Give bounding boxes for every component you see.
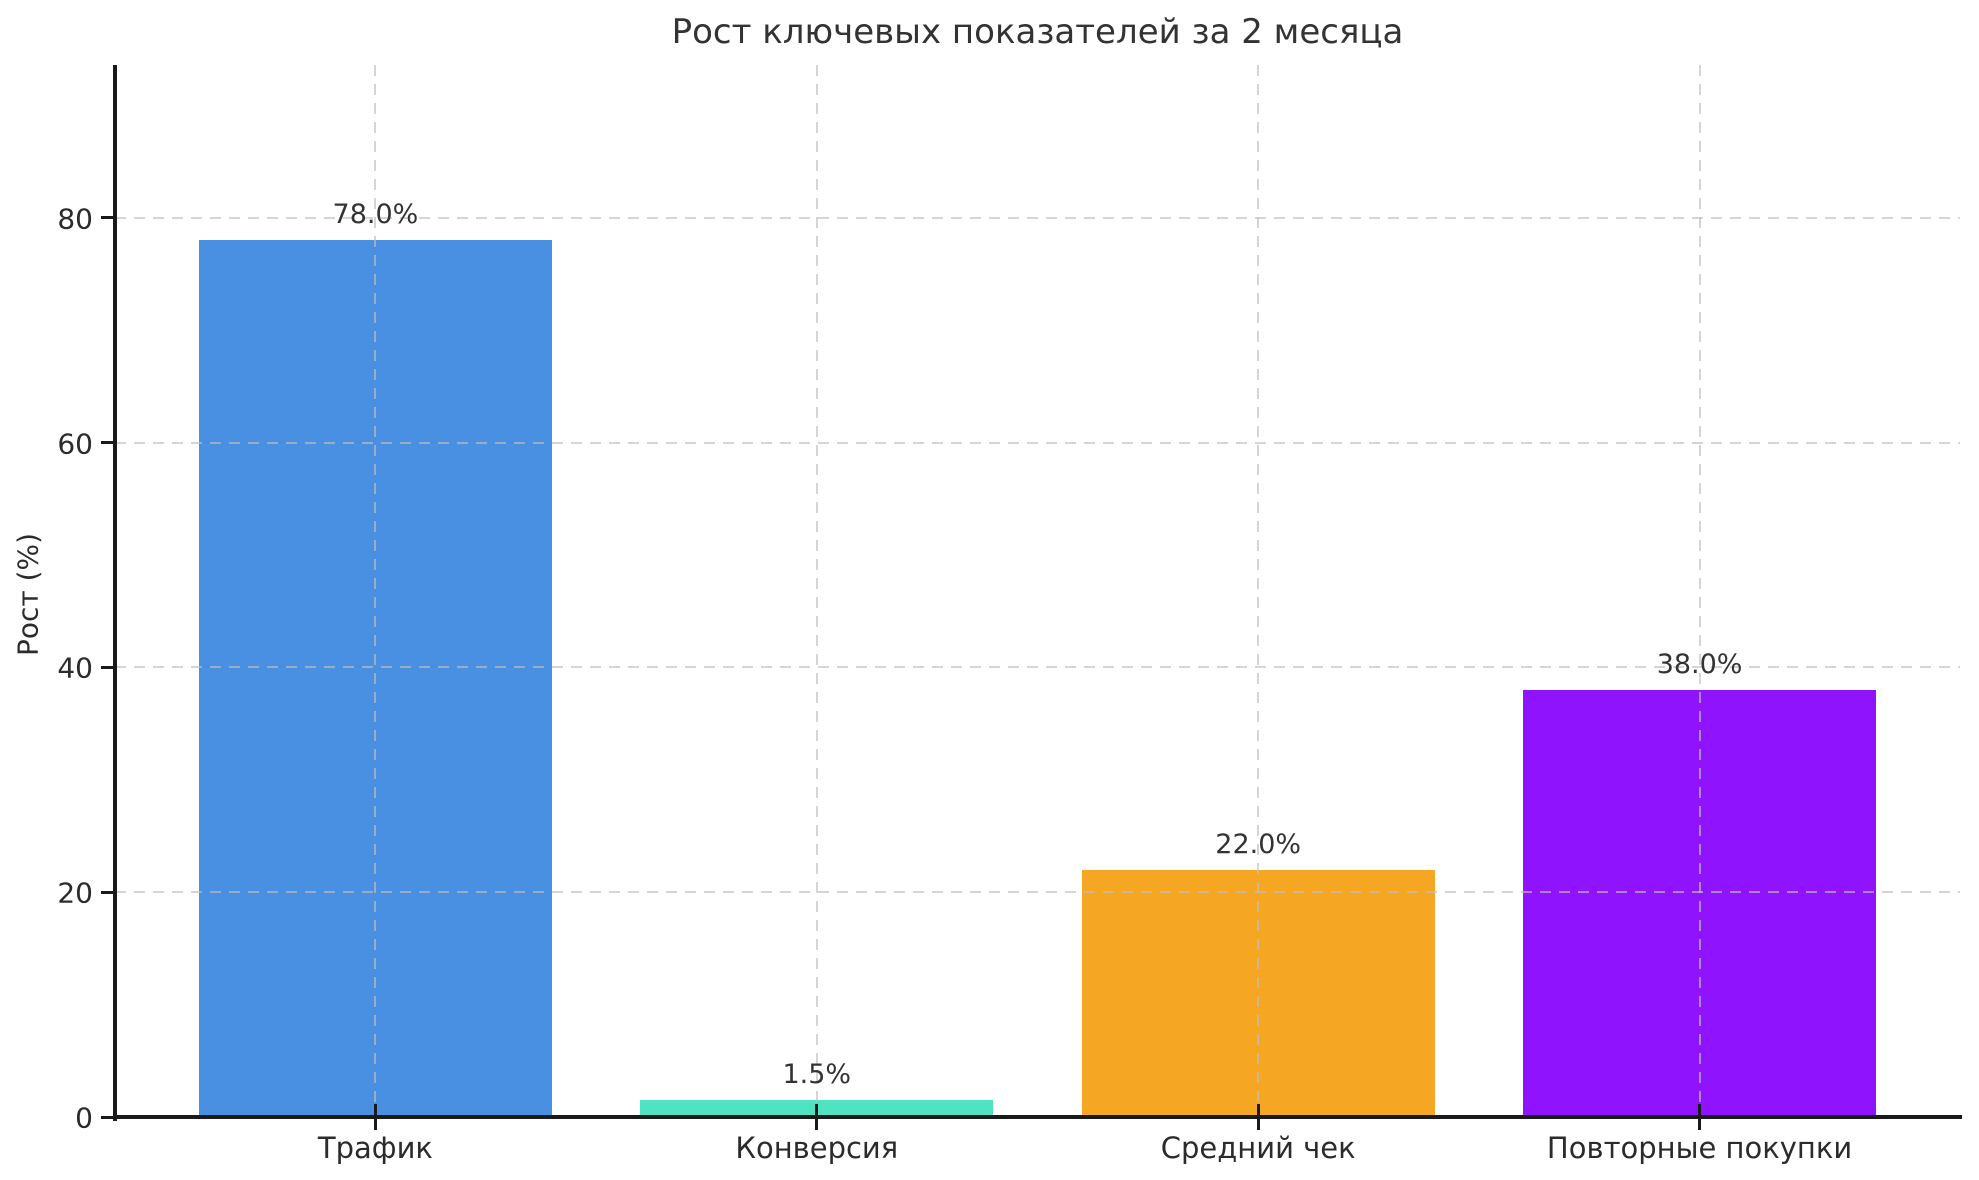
x-tick-label-2: Средний чек	[1160, 1131, 1356, 1165]
value-label-2: 22.0%	[1215, 828, 1302, 860]
x-gridline-0	[374, 65, 377, 1117]
y-tick-label-40: 40	[57, 651, 93, 685]
chart-title: Рост ключевых показателей за 2 месяца	[671, 12, 1404, 52]
y-tick-40	[101, 665, 113, 669]
x-gridline-2	[1257, 65, 1260, 1117]
y-tick-0	[101, 1115, 113, 1119]
x-tick-label-0: Трафик	[317, 1131, 433, 1165]
y-tick-label-0: 0	[75, 1101, 93, 1135]
y-tick-60	[101, 441, 113, 445]
y-tick-20	[101, 890, 113, 894]
x-tick-label-3: Повторные покупки	[1546, 1131, 1853, 1165]
value-label-1: 1.5%	[782, 1059, 852, 1091]
x-tick-2	[1256, 1104, 1260, 1130]
y-axis-label: Рост (%)	[11, 532, 45, 657]
y-gridline-80	[115, 216, 1960, 219]
x-gridline-3	[1698, 65, 1701, 1117]
y-gridline-20	[115, 891, 1960, 894]
plot-area: 0 20 40 60 80 Трафик 78.0% Конверсия 1.5% Средний…	[57, 65, 1962, 1165]
x-tick-0	[373, 1104, 377, 1130]
x-axis-line	[113, 1115, 1962, 1119]
x-gridline-1	[815, 65, 818, 1117]
x-tick-3	[1698, 1104, 1702, 1130]
y-gridline-60	[115, 441, 1960, 444]
y-tick-label-80: 80	[57, 202, 93, 236]
y-tick-80	[101, 216, 113, 220]
y-axis-line	[113, 65, 117, 1121]
y-tick-label-20: 20	[57, 876, 93, 910]
y-tick-label-60: 60	[57, 427, 93, 461]
value-label-0: 78.0%	[332, 199, 419, 231]
x-tick-label-1: Конверсия	[735, 1131, 899, 1165]
x-tick-1	[815, 1104, 819, 1130]
y-gridline-40	[115, 666, 1960, 669]
value-label-3: 38.0%	[1656, 648, 1743, 680]
